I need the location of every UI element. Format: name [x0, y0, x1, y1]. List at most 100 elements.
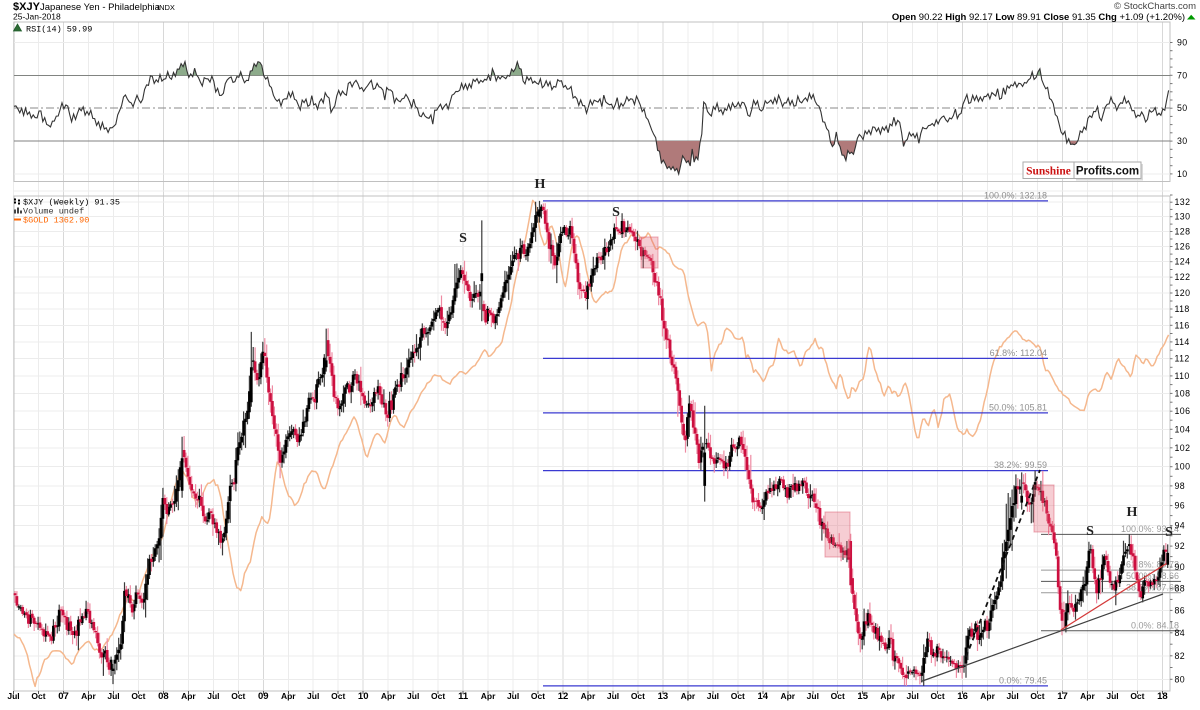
svg-text:Oct: Oct — [231, 691, 245, 701]
svg-text:50: 50 — [1177, 103, 1188, 113]
svg-text:Oct: Oct — [131, 691, 145, 701]
svg-text:11: 11 — [458, 691, 469, 702]
svg-text:120: 120 — [1175, 288, 1191, 298]
svg-text:Sunshine: Sunshine — [1026, 166, 1071, 178]
svg-text:98: 98 — [1175, 481, 1186, 491]
svg-text:$GOLD 1362.90: $GOLD 1362.90 — [23, 216, 89, 226]
svg-text:110: 110 — [1175, 371, 1190, 381]
svg-text:Jul: Jul — [207, 691, 219, 701]
svg-text:0.0%: 84.18: 0.0%: 84.18 — [1131, 620, 1179, 630]
svg-text:12: 12 — [558, 691, 569, 702]
svg-text:Japanese Yen - Philadelphia: Japanese Yen - Philadelphia — [40, 2, 161, 13]
svg-text:INDX: INDX — [157, 3, 175, 12]
svg-text:S: S — [1086, 524, 1094, 539]
svg-text:108: 108 — [1175, 388, 1191, 398]
svg-text:Apr: Apr — [880, 691, 895, 701]
svg-text:84: 84 — [1175, 628, 1186, 638]
svg-text:Oct: Oct — [331, 691, 345, 701]
svg-text:Jul: Jul — [107, 691, 119, 701]
svg-text:14: 14 — [758, 691, 769, 702]
svg-text:116: 116 — [1175, 320, 1190, 330]
svg-text:10: 10 — [1177, 169, 1188, 179]
svg-text:80: 80 — [1175, 674, 1186, 684]
svg-text:30: 30 — [1177, 136, 1188, 146]
svg-text:16: 16 — [957, 691, 968, 702]
svg-text:Apr: Apr — [681, 691, 696, 701]
svg-text:Apr: Apr — [181, 691, 196, 701]
svg-text:15: 15 — [857, 691, 868, 702]
svg-text:25-Jan-2018: 25-Jan-2018 — [13, 12, 61, 22]
svg-text:10: 10 — [358, 691, 369, 702]
svg-text:124: 124 — [1175, 257, 1191, 267]
svg-text:Apr: Apr — [581, 691, 596, 701]
svg-text:92: 92 — [1175, 541, 1186, 551]
svg-text:Oct: Oct — [831, 691, 845, 701]
svg-text:Oct: Oct — [531, 691, 545, 701]
svg-text:Oct: Oct — [731, 691, 745, 701]
svg-text:$XJY: $XJY — [13, 1, 41, 13]
svg-text:61.8%: 89.73: 61.8%: 89.73 — [1126, 560, 1179, 570]
svg-text:0.0%: 79.45: 0.0%: 79.45 — [999, 675, 1047, 685]
svg-text:Oct: Oct — [1130, 691, 1144, 701]
svg-text:Jul: Jul — [507, 691, 519, 701]
svg-text:Profits.com: Profits.com — [1076, 166, 1139, 178]
svg-text:17: 17 — [1057, 691, 1068, 702]
svg-text:RSI(14) 59.99: RSI(14) 59.99 — [26, 25, 92, 35]
svg-text:100.0%: 93.14: 100.0%: 93.14 — [1121, 524, 1179, 534]
svg-text:S: S — [1165, 525, 1173, 540]
svg-text:Oct: Oct — [1030, 691, 1044, 701]
svg-text:126: 126 — [1175, 242, 1191, 252]
svg-text:Open 90.22 High 92.17 Low 89: Open 90.22 High 92.17 Low 89.91 Close 91… — [892, 12, 1185, 23]
svg-text:104: 104 — [1175, 424, 1191, 434]
svg-text:Apr: Apr — [980, 691, 995, 701]
svg-text:Oct: Oct — [431, 691, 445, 701]
svg-text:Oct: Oct — [31, 691, 45, 701]
svg-text:Apr: Apr — [81, 691, 96, 701]
svg-text:118: 118 — [1175, 304, 1190, 314]
svg-text:Apr: Apr — [1080, 691, 1095, 701]
svg-text:18: 18 — [1157, 691, 1168, 702]
svg-text:Apr: Apr — [780, 691, 795, 701]
svg-text:Volume undef: Volume undef — [23, 207, 84, 217]
svg-text:$XJY (Weekly) 91.35: $XJY (Weekly) 91.35 — [23, 198, 120, 208]
svg-text:128: 128 — [1175, 227, 1191, 237]
svg-text:Jul: Jul — [1006, 691, 1018, 701]
svg-text:H: H — [1127, 505, 1138, 520]
svg-text:70: 70 — [1177, 70, 1188, 80]
svg-text:90: 90 — [1175, 562, 1186, 572]
svg-text:114: 114 — [1175, 337, 1190, 347]
svg-text:Jul: Jul — [307, 691, 319, 701]
svg-text:Apr: Apr — [381, 691, 396, 701]
svg-text:Jul: Jul — [607, 691, 619, 701]
svg-text:© StockCharts.com: © StockCharts.com — [1114, 1, 1196, 12]
svg-text:Jul: Jul — [407, 691, 419, 701]
svg-text:96: 96 — [1175, 501, 1186, 511]
svg-text:100: 100 — [1175, 462, 1191, 472]
svg-text:122: 122 — [1175, 272, 1191, 282]
svg-text:Jul: Jul — [707, 691, 719, 701]
svg-text:13: 13 — [658, 691, 669, 702]
svg-text:H: H — [535, 177, 546, 192]
svg-text:08: 08 — [158, 691, 169, 702]
svg-text:106: 106 — [1175, 406, 1191, 416]
svg-text:90: 90 — [1177, 38, 1188, 48]
svg-text:Oct: Oct — [631, 691, 645, 701]
svg-text:130: 130 — [1175, 212, 1191, 222]
svg-text:Jul: Jul — [1106, 691, 1118, 701]
svg-text:112: 112 — [1175, 354, 1190, 364]
svg-text:38.2%: 99.59: 38.2%: 99.59 — [994, 460, 1047, 470]
svg-text:07: 07 — [58, 691, 69, 702]
svg-text:S: S — [612, 205, 620, 220]
svg-text:S: S — [459, 231, 467, 246]
svg-text:Apr: Apr — [281, 691, 296, 701]
svg-text:61.8%: 112.04: 61.8%: 112.04 — [990, 348, 1047, 358]
svg-text:82: 82 — [1175, 651, 1186, 661]
svg-text:88: 88 — [1175, 584, 1186, 594]
svg-text:09: 09 — [258, 691, 269, 702]
svg-text:102: 102 — [1175, 443, 1191, 453]
svg-text:Jul: Jul — [907, 691, 919, 701]
svg-text:Jul: Jul — [7, 691, 19, 701]
svg-text:94: 94 — [1175, 521, 1186, 531]
svg-text:50.0%: 88.66: 50.0%: 88.66 — [1126, 571, 1179, 581]
svg-text:132: 132 — [1175, 197, 1191, 207]
